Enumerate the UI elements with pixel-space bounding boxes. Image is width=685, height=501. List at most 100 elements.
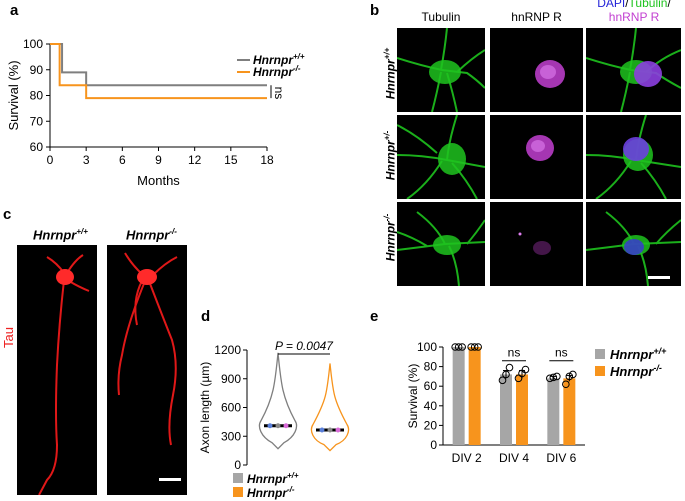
scale-bar-b: [648, 276, 670, 279]
replicate-point: [267, 423, 273, 429]
violin-wt: [258, 352, 298, 450]
y-tick-label: 20: [424, 418, 438, 432]
y-tick-label: 100: [417, 340, 437, 354]
legend-label: Hnrnpr+/+: [247, 471, 299, 486]
significance-label: ns: [555, 346, 568, 360]
x-axis-title: Months: [137, 173, 180, 188]
replicate-point: [474, 343, 482, 351]
survival-line-chart: 60 70 80 90 100 0 3 6 9 12 15 18 Months Survival (%) n…: [6, 37, 305, 188]
replicate-point: [275, 423, 281, 429]
legend-swatch: [233, 473, 243, 483]
replicate-point: [546, 374, 554, 383]
p-value-label: P = 0.0047: [275, 339, 334, 353]
replicate-point: [505, 363, 514, 372]
col-title-merged: DAPI/Tubulin/ hnRNP R: [585, 0, 683, 24]
tau-side-label: Tau: [0, 327, 16, 348]
bar: [516, 374, 528, 445]
survival-bar-chart: 0 20 40 60 80 100 Survival (%) DIV 2 DIV 4 ns DIV …: [406, 340, 667, 465]
bar: [547, 378, 560, 445]
micrograph-tau-ko: [107, 245, 187, 495]
legend-swatch: [595, 366, 605, 376]
scale-bar-c: [159, 478, 181, 481]
micrograph-tubulin-wt: [397, 28, 485, 112]
replicate-point: [502, 370, 510, 379]
row-label-ko: Hnrnpr-/-: [382, 213, 398, 262]
row-label-wt: Hnrnpr+/+: [382, 47, 398, 100]
x-tick-label: DIV 2: [452, 451, 482, 465]
legend-label: Hnrnpr+/+: [610, 346, 667, 362]
replicate-point: [283, 423, 289, 429]
y-tick-label: 0: [430, 438, 437, 452]
ns-label: ns: [272, 87, 286, 100]
bar: [452, 347, 465, 445]
legend-label: Hnrnpr-/-: [247, 485, 295, 500]
y-tick-label: 600: [221, 401, 241, 415]
y-tick-label: 40: [424, 399, 438, 413]
legend-label: Hnrnpr-/-: [253, 64, 301, 79]
y-axis-title: Survival (%): [6, 60, 21, 130]
micrograph-merge-wt: [586, 28, 681, 112]
replicate-point: [454, 343, 463, 351]
y-tick-label: 60: [30, 140, 44, 154]
replicate-point: [521, 365, 530, 374]
significance-label: ns: [508, 346, 521, 360]
row-label-het: Hnrnpr+/-: [382, 130, 398, 181]
micrograph-tau-wt: [17, 245, 97, 495]
replicate-point: [470, 343, 479, 351]
y-tick-label: 60: [424, 379, 438, 393]
legend-swatch: [595, 349, 605, 359]
replicate-point: [327, 427, 333, 433]
image-label-wt: Hnrnpr+/+: [33, 227, 88, 243]
bar: [500, 374, 512, 445]
y-axis-title: Axon length (µm): [198, 362, 212, 454]
panel-d-label: d: [201, 308, 211, 325]
y-tick-label: 900: [221, 372, 241, 386]
legend-label: Hnrnpr+/+: [253, 52, 305, 67]
replicate-point: [335, 427, 341, 433]
panel-e-label: e: [370, 308, 379, 325]
y-tick-label: 80: [30, 89, 44, 103]
y-tick-label: 0: [234, 458, 241, 472]
y-tick-label: 70: [30, 114, 44, 128]
micrograph-hnrnpr-wt: [490, 28, 583, 112]
replicate-point: [498, 376, 507, 385]
bar: [563, 378, 576, 445]
survival-curve-wt: [50, 43, 267, 87]
merged-dapi: DAPI: [597, 0, 626, 10]
col-title-tubulin: Tubulin: [421, 10, 461, 24]
legend-label: Hnrnpr-/-: [610, 363, 662, 379]
y-tick-label: 300: [221, 429, 241, 443]
x-tick-label: 15: [224, 153, 238, 167]
image-label-ko: Hnrnpr-/-: [126, 227, 177, 243]
replicate-point: [319, 427, 325, 433]
replicate-point: [458, 343, 466, 351]
micrograph-merge-ko: [586, 202, 681, 286]
merged-sep2: /: [667, 0, 671, 10]
x-tick-label: 9: [155, 153, 162, 167]
micrograph-tubulin-ko: [397, 202, 485, 286]
x-tick-label: 3: [83, 153, 90, 167]
micrograph-hnrnpr-ko: [490, 202, 583, 286]
col-title-hnrnpr: hnRNP R: [511, 10, 562, 24]
y-tick-label: 1200: [214, 343, 241, 357]
x-tick-label: DIV 6: [546, 451, 576, 465]
merged-tubulin: Tubulin: [628, 0, 668, 10]
micrograph-tubulin-het: [397, 115, 485, 199]
y-tick-label: 80: [424, 360, 438, 374]
merged-hnrnpr: hnRNP R: [608, 10, 660, 24]
y-tick-label: 100: [23, 37, 43, 51]
micrograph-hnrnpr-het: [490, 115, 583, 199]
survival-curve-ko: [50, 43, 267, 100]
panel-c-label: c: [3, 206, 12, 223]
replicate-point: [569, 370, 577, 379]
x-tick-label: 0: [47, 153, 54, 167]
violin-ko: [310, 363, 350, 452]
y-axis-title: Survival (%): [406, 364, 420, 429]
micrograph-merge-het: [586, 115, 681, 199]
replicate-point: [549, 373, 558, 382]
panel-a-label: a: [10, 2, 19, 19]
replicate-point: [562, 380, 570, 389]
legend-swatch: [233, 487, 243, 497]
panel-b-label: b: [370, 2, 380, 19]
